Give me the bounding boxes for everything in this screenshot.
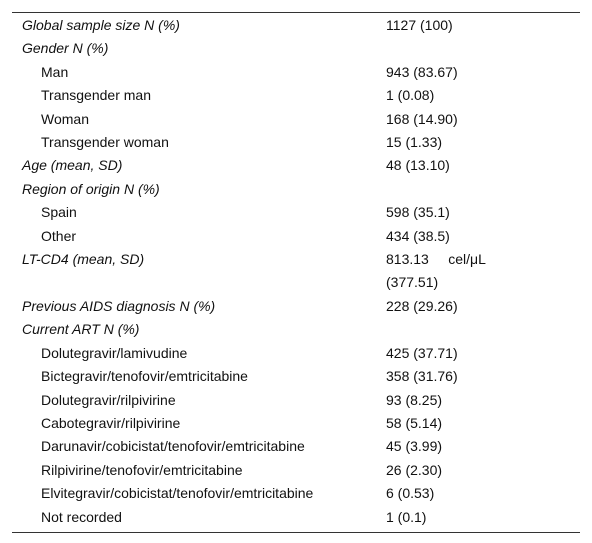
row-label: Darunavir/cobicistat/tenofovir/emtricita…	[41, 438, 305, 455]
row-value: 48 (13.10)	[386, 157, 450, 174]
row-label: Rilpivirine/tenofovir/emtricitabine	[41, 461, 243, 478]
row-value: 168 (14.90)	[386, 110, 458, 127]
row-label: Transgender man	[41, 87, 151, 104]
table-row: Spain 598 (35.1)	[12, 201, 580, 224]
row-label: Bictegravir/tenofovir/emtricitabine	[41, 368, 248, 385]
table-row: LT-CD4 (mean, SD) 813.13 cel/μL (377.51)	[12, 248, 580, 295]
table-row: Woman 168 (14.90)	[12, 108, 580, 131]
row-value: 1127 (100)	[386, 17, 453, 33]
row-label: Dolutegravir/lamivudine	[41, 344, 188, 361]
row-label: Elvitegravir/cobicistat/tenofovir/emtric…	[41, 485, 314, 502]
table-row: Darunavir/cobicistat/tenofovir/emtricita…	[12, 435, 580, 458]
table-row: Region of origin N (%)	[12, 178, 580, 201]
row-value: 228 (29.26)	[386, 297, 458, 314]
row-value: 813.13 cel/μL (377.51)	[386, 248, 580, 295]
row-value: 1 (0.1)	[386, 508, 427, 525]
row-value: 943 (83.67)	[386, 63, 458, 80]
row-label: Transgender woman	[41, 134, 169, 151]
table-row: Gender N (%)	[12, 37, 580, 60]
row-label: Dolutegravir/rilpivirine	[41, 391, 176, 408]
table-row: Age (mean, SD) 48 (13.10)	[12, 154, 580, 177]
row-value: 358 (31.76)	[386, 368, 458, 385]
table-row: Rilpivirine/tenofovir/emtricitabine 26 (2…	[12, 459, 580, 482]
table-row: Dolutegravir/lamivudine 425 (37.71)	[12, 342, 580, 365]
row-value: 434 (38.5)	[386, 227, 450, 244]
row-label: Man	[41, 63, 69, 80]
table-row: Man 943 (83.67)	[12, 61, 580, 84]
table-row: Global sample size N (%) 1127 (100)	[12, 14, 580, 37]
row-label: Spain	[41, 204, 77, 221]
table-row: Transgender woman 15 (1.33)	[12, 131, 580, 154]
row-value: 58 (5.14)	[386, 414, 443, 431]
row-label: Cabotegravir/rilpivirine	[41, 414, 181, 431]
table-row: Cabotegravir/rilpivirine 58 (5.14)	[12, 412, 580, 435]
table-row: Bictegravir/tenofovir/emtricitabine 358 (…	[12, 365, 580, 388]
row-label: Other	[41, 227, 77, 244]
table: Global sample size N (%) 1127 (100) Gender…	[12, 12, 580, 533]
row-value: 1 (0.08)	[386, 87, 435, 104]
row-label: Region of origin N (%)	[22, 180, 160, 197]
table-row: Dolutegravir/rilpivirine 93 (8.25)	[12, 389, 580, 412]
row-value: 598 (35.1)	[386, 204, 450, 221]
row-label: Not recorded	[41, 508, 122, 525]
row-label: Age (mean, SD)	[22, 157, 123, 174]
table-row: Transgender man 1 (0.08)	[12, 84, 580, 107]
table-row: Current ART N (%)	[12, 318, 580, 341]
row-label: Global sample size N (%)	[22, 17, 180, 33]
row-label: Gender N (%)	[22, 40, 109, 57]
row-value: 26 (2.30)	[386, 461, 443, 478]
row-label: Previous AIDS diagnosis N (%)	[22, 297, 216, 314]
value-line: 813.13 cel/μL	[386, 251, 486, 268]
table-row: Not recorded 1 (0.1)	[12, 506, 580, 529]
row-value: 15 (1.33)	[386, 134, 443, 151]
row-label: Woman	[41, 110, 89, 127]
table-row: Elvitegravir/cobicistat/tenofovir/emtric…	[12, 482, 580, 505]
row-value: 425 (37.71)	[386, 344, 458, 361]
table-row: Previous AIDS diagnosis N (%) 228 (29.26)	[12, 295, 580, 318]
row-value: 45 (3.99)	[386, 438, 443, 455]
row-value: 6 (0.53)	[386, 485, 435, 502]
row-value: 93 (8.25)	[386, 391, 443, 408]
table-row: Other 434 (38.5)	[12, 225, 580, 248]
row-label: LT-CD4 (mean, SD)	[22, 251, 145, 268]
value-line: (377.51)	[386, 274, 439, 291]
row-label: Current ART N (%)	[22, 321, 140, 338]
